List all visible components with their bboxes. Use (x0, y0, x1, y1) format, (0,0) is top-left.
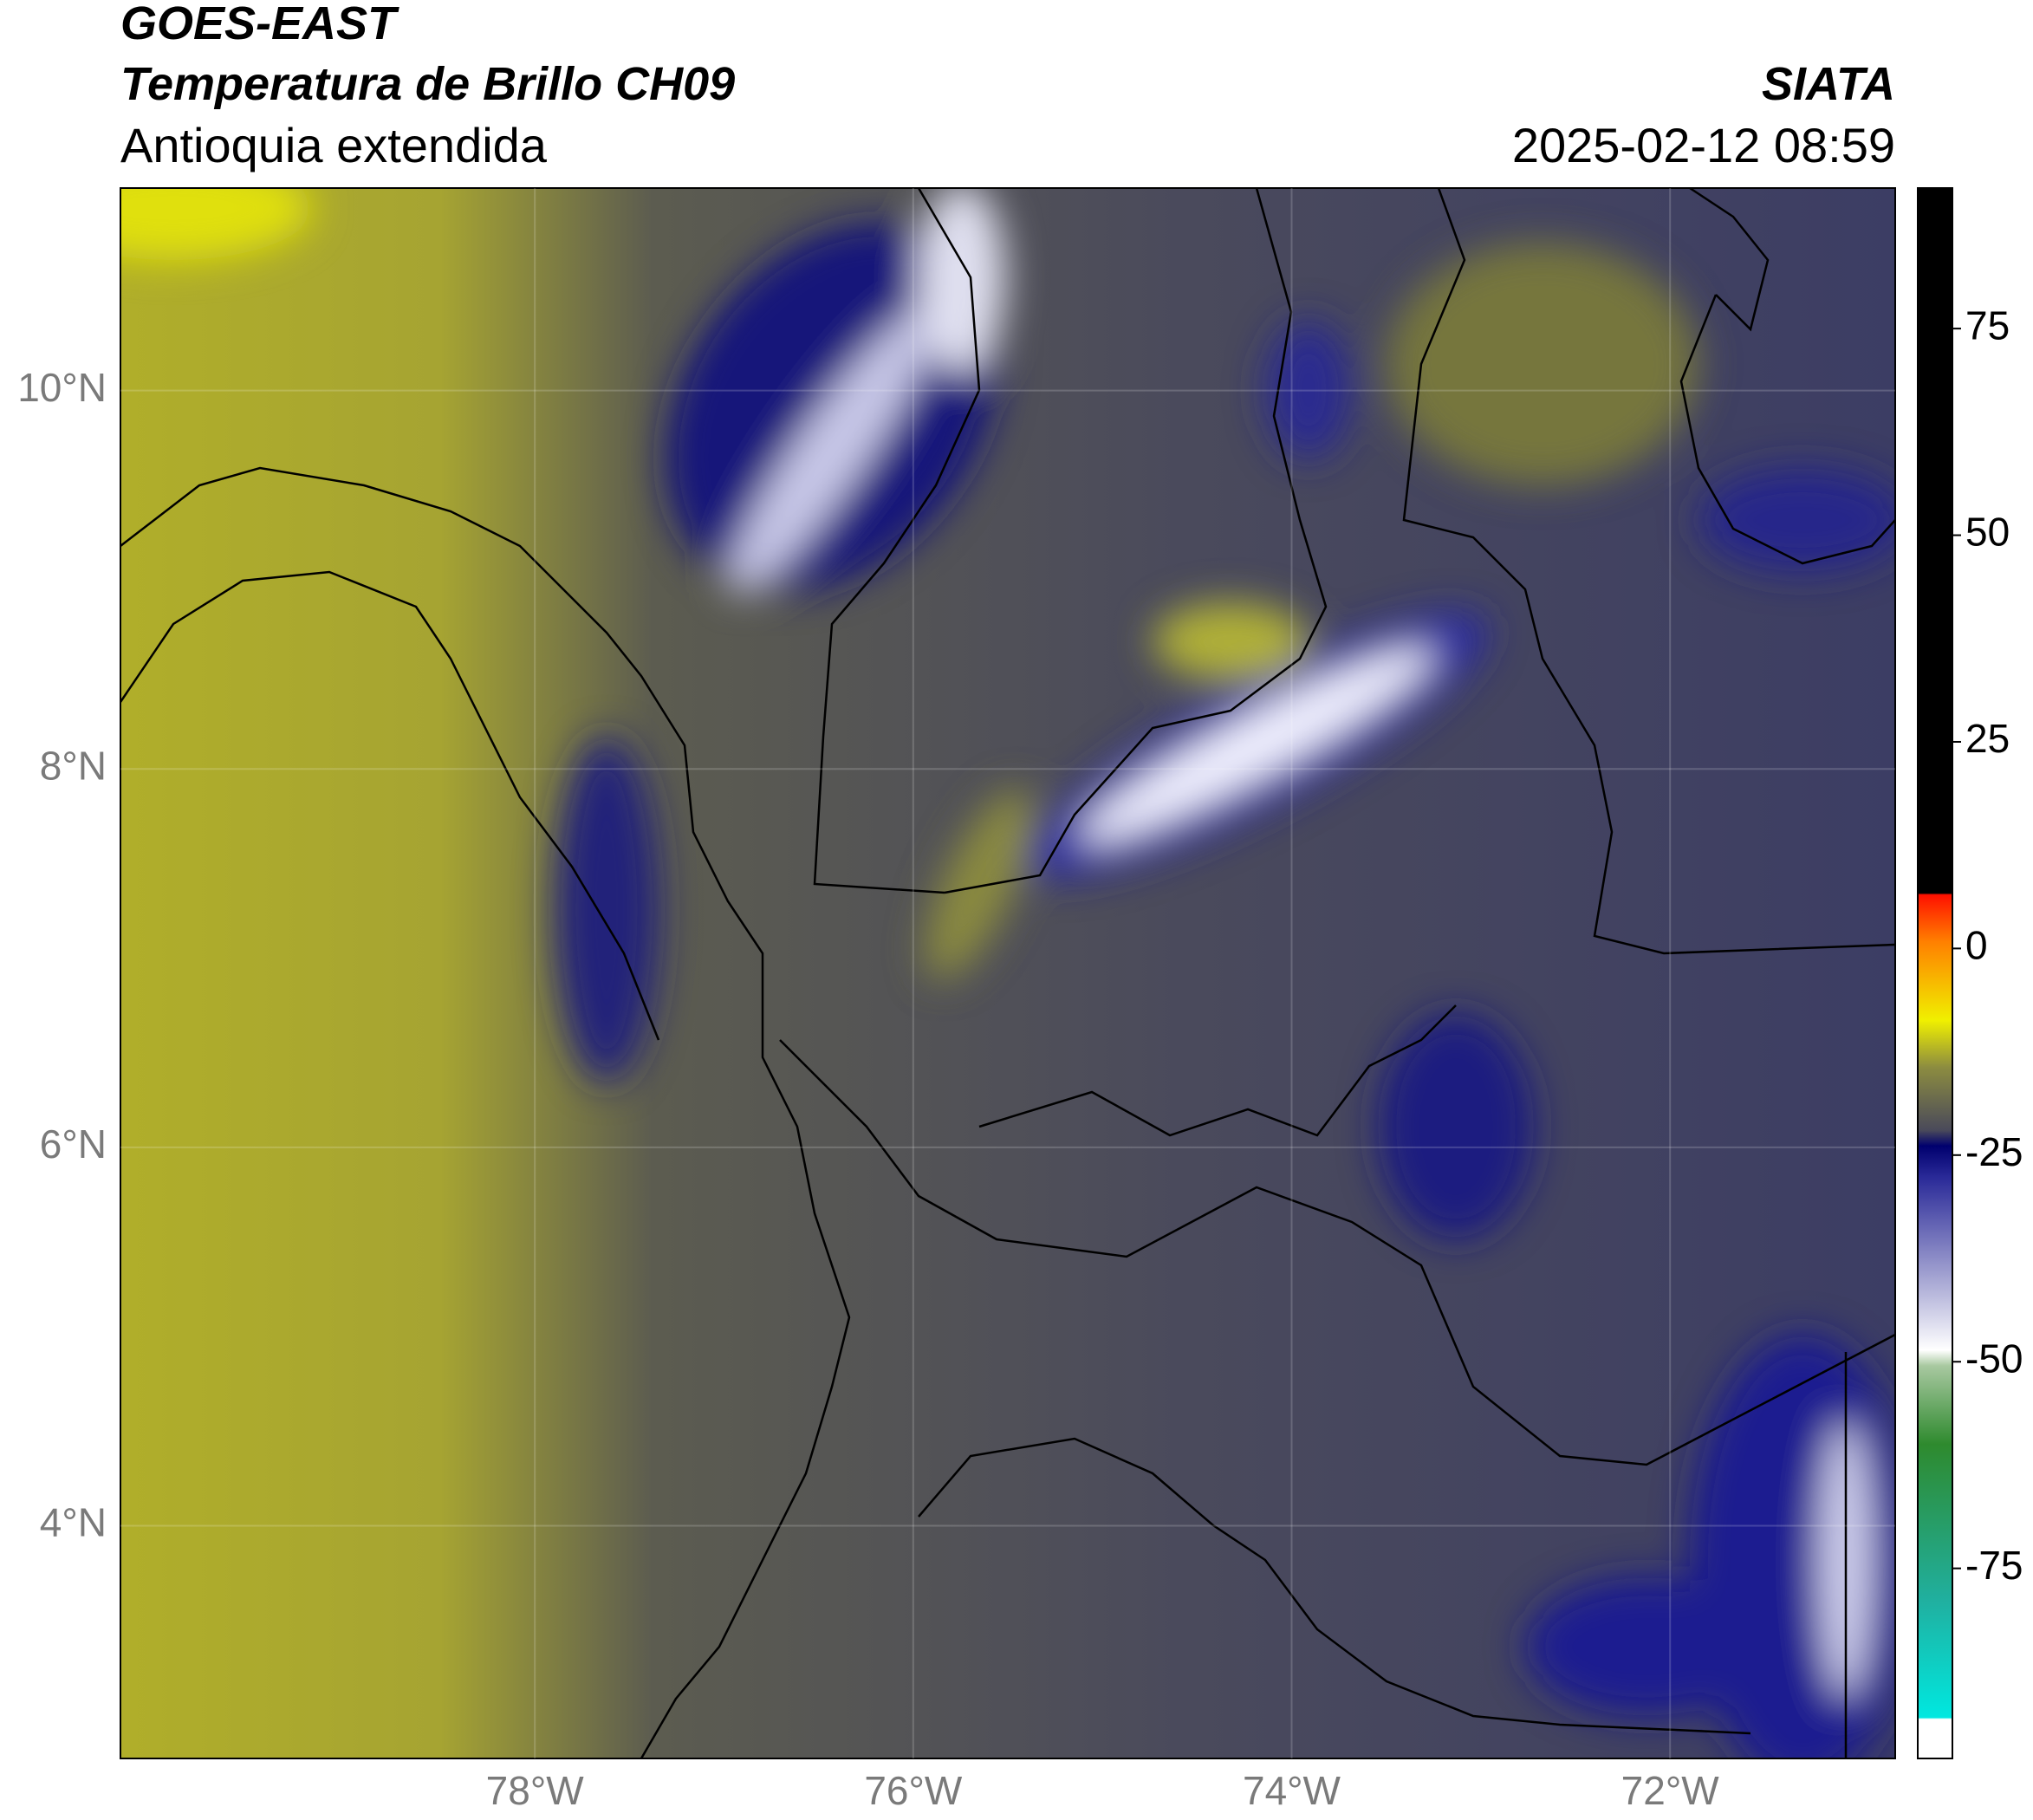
colorbar (1917, 187, 1953, 1759)
colorbar-tick-label: -25 (1965, 1129, 2023, 1174)
region: Antioquia extendida (120, 118, 548, 172)
y-tick-label: 10°N (17, 365, 107, 410)
y-tick-label: 8°N (40, 743, 107, 788)
x-tick-label: 72°W (1621, 1768, 1720, 1813)
y-tick-label: 4°N (40, 1500, 107, 1545)
map-image (120, 188, 1895, 1758)
timestamp: 2025-02-12 08:59 (1512, 118, 1895, 172)
source: SIATA (1762, 58, 1895, 110)
colorbar-tick-label: 0 (1965, 923, 1988, 968)
x-tick-label: 74°W (1243, 1768, 1341, 1813)
subtitle: Temperatura de Brillo CH09 (120, 58, 735, 110)
colorbar-tick-label: 50 (1965, 510, 2010, 555)
y-tick-label: 6°N (40, 1121, 107, 1167)
colorbar-tick-label: 75 (1965, 302, 2010, 348)
colorbar-tick-label: -75 (1965, 1543, 2023, 1588)
x-tick-label: 78°W (486, 1768, 585, 1813)
x-tick-label: 76°W (864, 1768, 963, 1813)
title: GOES-EAST (120, 0, 399, 49)
colorbar-tick-label: -50 (1965, 1336, 2023, 1381)
map-frame (120, 187, 1896, 1759)
colorbar-tick-label: 25 (1965, 716, 2010, 761)
